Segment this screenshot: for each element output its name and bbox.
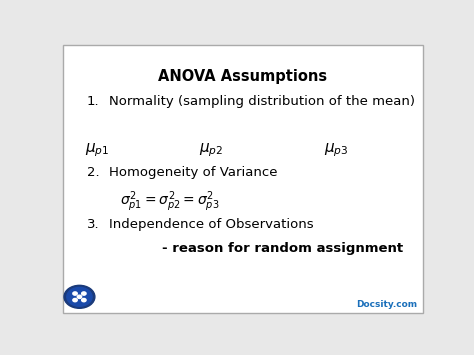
- Text: 1.: 1.: [87, 94, 100, 108]
- FancyBboxPatch shape: [63, 45, 423, 313]
- Text: $\sigma_{p1}^{2} = \sigma_{p2}^{2} = \sigma_{p3}^{2}$: $\sigma_{p1}^{2} = \sigma_{p2}^{2} = \si…: [120, 190, 219, 214]
- Circle shape: [64, 285, 95, 308]
- Text: $\mu_{p3}$: $\mu_{p3}$: [324, 141, 348, 159]
- Text: ANOVA Assumptions: ANOVA Assumptions: [158, 69, 328, 83]
- Text: Homogeneity of Variance: Homogeneity of Variance: [109, 165, 277, 179]
- Circle shape: [82, 292, 86, 295]
- Circle shape: [82, 299, 86, 302]
- Circle shape: [67, 288, 92, 306]
- Text: Independence of Observations: Independence of Observations: [109, 218, 313, 230]
- Text: $\mu_{p1}$: $\mu_{p1}$: [85, 141, 109, 159]
- Circle shape: [73, 292, 77, 295]
- Text: 3.: 3.: [87, 218, 100, 230]
- Text: Docsity.com: Docsity.com: [356, 300, 418, 309]
- Circle shape: [77, 295, 82, 299]
- Text: Normality (sampling distribution of the mean): Normality (sampling distribution of the …: [109, 94, 415, 108]
- Text: - reason for random assignment: - reason for random assignment: [162, 242, 403, 255]
- Text: $\mu_{p2}$: $\mu_{p2}$: [199, 141, 223, 159]
- Circle shape: [73, 299, 77, 302]
- Text: 2.: 2.: [87, 165, 100, 179]
